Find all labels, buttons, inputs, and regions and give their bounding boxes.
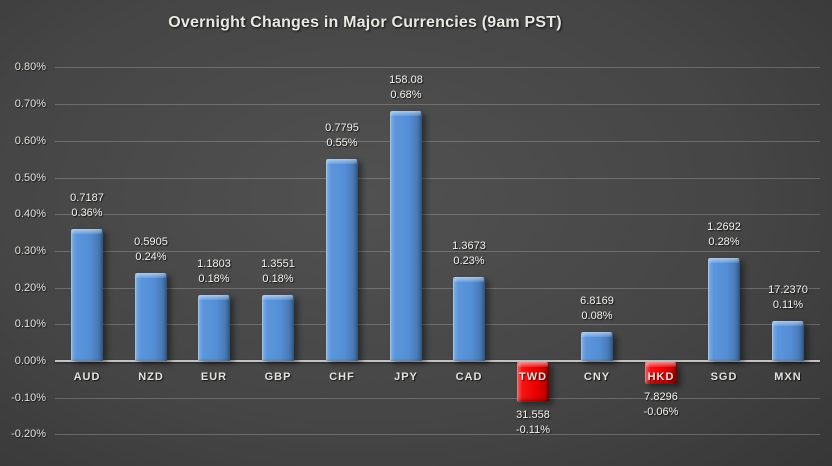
bar-cny	[581, 331, 613, 361]
y-axis-tick-label: 0.80%	[14, 61, 46, 74]
bar-jpy	[390, 111, 422, 361]
bar-chf	[326, 159, 358, 361]
x-axis-category-label-gbp: GBP	[264, 371, 292, 383]
y-axis-tick-label: 0.70%	[14, 98, 46, 111]
bar-hkd	[645, 362, 677, 385]
gridline	[55, 397, 820, 399]
bar-value-label-eur: 1.1803 0.18%	[197, 257, 231, 285]
gridline	[55, 434, 820, 436]
x-axis-line	[55, 360, 820, 362]
y-axis-tick-label: 0.40%	[14, 208, 46, 221]
bar-value-label-cny: 6.8169 0.08%	[580, 294, 614, 322]
bar-top-bevel	[136, 272, 166, 278]
x-axis-category-label-cny: CNY	[583, 371, 611, 383]
bar-top-bevel	[263, 294, 293, 300]
bar-value-label-mxn: 17.2370 0.11%	[768, 283, 808, 311]
y-axis-tick-label: 0.30%	[14, 244, 46, 257]
gridline	[55, 67, 820, 69]
gridline	[55, 324, 820, 326]
bar-twd	[517, 362, 549, 403]
x-axis-category-label-sgd: SGD	[710, 371, 738, 383]
x-axis-category-label-eur: EUR	[200, 371, 228, 383]
gridline	[55, 177, 820, 179]
bar-top-bevel	[582, 331, 612, 337]
bar-value-label-nzd: 0.5905 0.24%	[134, 235, 168, 263]
gridline	[55, 214, 820, 216]
y-axis-tick-label: 0.50%	[14, 171, 46, 184]
bar-value-label-hkd: 7.8296 -0.06%	[643, 391, 679, 419]
gridline	[55, 140, 820, 142]
bar-top-bevel	[199, 294, 229, 300]
x-axis-category-label-mxn: MXN	[774, 371, 802, 383]
gridline	[55, 287, 820, 289]
bar-value-label-gbp: 1.3551 0.18%	[261, 257, 295, 285]
bar-top-bevel	[773, 320, 803, 326]
gridline	[55, 250, 820, 252]
y-axis-tick-label: 0.20%	[14, 281, 46, 294]
bar-value-label-twd: 31.558 -0.11%	[515, 409, 551, 437]
bar-value-label-aud: 0.7187 0.36%	[70, 191, 104, 219]
bar-sgd	[708, 258, 740, 361]
bar-eur	[198, 294, 230, 361]
bar-top-bevel	[72, 228, 102, 234]
bar-cad	[453, 276, 485, 361]
bar-top-bevel	[454, 276, 484, 282]
x-axis-category-label-chf: CHF	[329, 371, 355, 383]
bar-value-label-sgd: 1.2692 0.28%	[707, 221, 741, 249]
bar-value-label-cad: 1.3673 0.23%	[452, 239, 486, 267]
bar-top-bevel	[327, 159, 357, 165]
y-axis-tick-label: 0.10%	[14, 318, 46, 331]
y-axis-tick-label: 0.60%	[14, 134, 46, 147]
y-axis-tick-label: -0.20%	[11, 428, 46, 441]
bar-nzd	[135, 272, 167, 361]
x-axis-category-label-hkd: HKD	[647, 371, 675, 383]
bar-top-bevel	[646, 362, 676, 367]
bar-gbp	[262, 294, 294, 361]
bar-aud	[71, 228, 103, 361]
bar-value-label-chf: 0.7795 0.55%	[325, 122, 359, 150]
gridline	[55, 104, 820, 106]
x-axis-category-label-twd: TWD	[518, 371, 548, 383]
x-axis-category-label-cad: CAD	[455, 371, 483, 383]
bar-value-label-jpy: 158.08 0.68%	[389, 74, 423, 102]
bar-mxn	[772, 320, 804, 361]
y-axis-tick-label: 0.00%	[14, 355, 46, 367]
x-axis-category-label-nzd: NZD	[138, 371, 164, 383]
bar-top-bevel	[518, 362, 548, 367]
chart-title: Overnight Changes in Major Currencies (9…	[168, 14, 562, 31]
x-axis-category-label-jpy: JPY	[394, 371, 418, 383]
x-axis-category-label-aud: AUD	[73, 371, 101, 383]
y-axis-tick-label: -0.10%	[11, 391, 46, 404]
bar-top-bevel	[391, 111, 421, 117]
bar-top-bevel	[709, 258, 739, 264]
